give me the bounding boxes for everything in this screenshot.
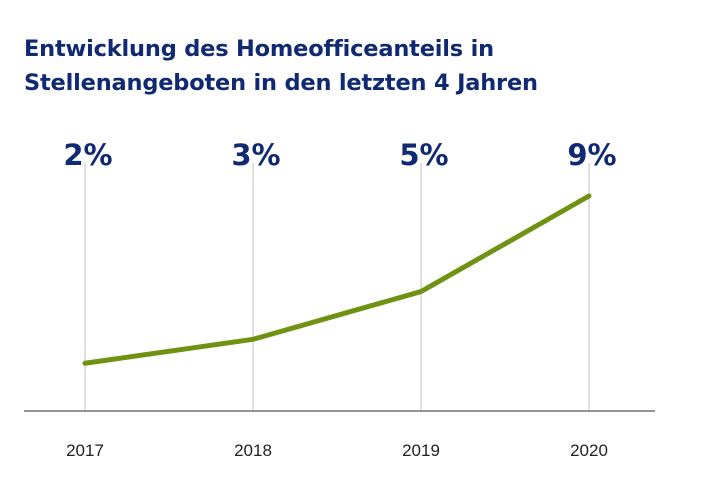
data-label-2019: 5% [399,138,448,172]
series-line [82,193,592,366]
data-label-2020: 9% [567,138,616,172]
chart-title-line-1: Entwicklung des Homeofficeanteils in [24,36,494,62]
x-tick-label-2017: 2017 [66,441,104,460]
chart-title: Entwicklung des Homeofficeanteils in Ste… [24,32,538,100]
data-label-2018: 3% [231,138,280,172]
chart-title-line-2: Stellenangeboten in den letzten 4 Jahren [24,70,538,96]
x-tick-label-2020: 2020 [570,441,608,460]
x-tick-label-2018: 2018 [234,441,272,460]
data-label-2017: 2% [63,138,112,172]
x-tick-label-2019: 2019 [402,441,440,460]
